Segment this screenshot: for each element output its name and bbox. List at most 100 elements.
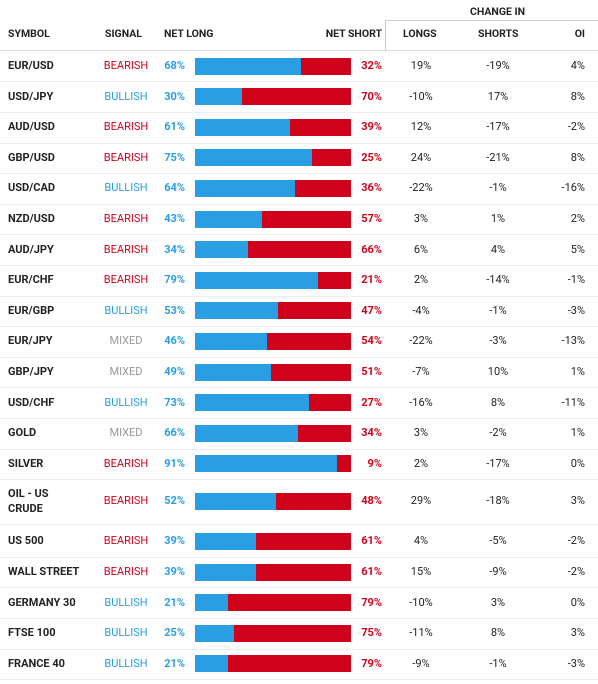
net-long-bar bbox=[195, 332, 267, 350]
signal: BEARISH bbox=[103, 565, 149, 578]
net-long-bar bbox=[195, 179, 295, 197]
longs-change: 29% bbox=[410, 494, 432, 508]
signal: BEARISH bbox=[103, 273, 149, 287]
net-long-pct: 75% bbox=[164, 150, 185, 164]
net-short-bar bbox=[312, 149, 351, 167]
net-long-pct: 21% bbox=[164, 595, 185, 609]
net-long-bar bbox=[195, 210, 263, 228]
net-short-pct: 32% bbox=[361, 59, 382, 72]
symbol: EUR/JPY bbox=[8, 334, 53, 348]
net-long-pct: 30% bbox=[164, 89, 185, 103]
row-separator bbox=[0, 648, 598, 650]
signal: BULLISH bbox=[104, 303, 148, 317]
net-long-bar bbox=[195, 363, 272, 381]
signal: BULLISH bbox=[104, 595, 148, 609]
row-separator bbox=[0, 556, 598, 558]
symbol: NZD/USD bbox=[8, 212, 55, 225]
net-short-bar bbox=[318, 271, 351, 289]
net-long-pct: 43% bbox=[164, 212, 185, 225]
net-long-bar bbox=[195, 88, 242, 106]
symbol: SILVER bbox=[8, 456, 44, 470]
symbol: FRANCE 40 bbox=[8, 656, 65, 670]
longs-change: -22% bbox=[409, 334, 433, 348]
symbol: WALL STREET bbox=[8, 565, 80, 578]
symbol: EUR/CHF bbox=[8, 273, 54, 287]
net-long-pct: 46% bbox=[164, 334, 185, 348]
symbol: USD/JPY bbox=[8, 89, 54, 103]
net-long-bar bbox=[195, 594, 228, 612]
shorts-change: -19% bbox=[486, 59, 510, 72]
net-short-bar bbox=[301, 57, 351, 75]
longs-change: 6% bbox=[413, 242, 429, 256]
shorts-change: -9% bbox=[489, 565, 507, 578]
net-short-pct: 27% bbox=[361, 395, 382, 409]
oi-change: -16% bbox=[561, 181, 585, 195]
net-long-bar bbox=[195, 118, 291, 136]
oi-change: -1% bbox=[567, 273, 585, 287]
net-short-pct: 39% bbox=[361, 120, 382, 134]
net-long-bar bbox=[195, 271, 319, 289]
net-short-bar bbox=[271, 363, 351, 381]
shorts-change: 8% bbox=[490, 395, 506, 409]
net-short-pct: 57% bbox=[361, 212, 382, 225]
row-separator bbox=[0, 173, 598, 175]
net-short-bar bbox=[294, 179, 351, 197]
header-longs: LONGS bbox=[403, 27, 437, 40]
net-short-bar bbox=[234, 624, 351, 642]
shorts-change: -14% bbox=[486, 273, 510, 287]
signal: BULLISH bbox=[104, 181, 148, 195]
net-short-bar bbox=[297, 424, 351, 442]
signal: BULLISH bbox=[104, 626, 148, 640]
longs-change: 19% bbox=[410, 59, 432, 72]
shorts-change: -1% bbox=[489, 181, 507, 195]
oi-change: 1% bbox=[570, 365, 585, 378]
net-long-pct: 53% bbox=[164, 303, 185, 317]
row-separator bbox=[0, 479, 598, 481]
symbol: OIL - US CRUDE bbox=[8, 487, 49, 516]
shorts-change: 17% bbox=[487, 89, 509, 103]
shorts-change: 4% bbox=[490, 242, 506, 256]
row-separator bbox=[0, 203, 598, 205]
net-long-bar bbox=[195, 563, 256, 581]
row-separator bbox=[0, 387, 598, 389]
longs-change: -10% bbox=[409, 595, 433, 609]
shorts-change: 3% bbox=[490, 595, 506, 609]
net-short-pct: 61% bbox=[361, 534, 382, 548]
shorts-change: -1% bbox=[489, 656, 507, 670]
oi-change: 2% bbox=[570, 212, 585, 225]
longs-change: 3% bbox=[413, 426, 429, 440]
signal: MIXED bbox=[109, 365, 143, 378]
header-net-long: NET LONG bbox=[164, 27, 214, 40]
header-change-in: CHANGE IN bbox=[470, 5, 525, 18]
signal: BEARISH bbox=[103, 120, 149, 134]
longs-change: -16% bbox=[409, 395, 433, 409]
header-divider bbox=[385, 20, 386, 50]
net-long-pct: 68% bbox=[164, 59, 185, 72]
oi-change: -13% bbox=[561, 334, 585, 348]
header-symbol: SYMBOL bbox=[8, 27, 50, 40]
oi-change: 8% bbox=[570, 89, 585, 103]
net-long-pct: 73% bbox=[164, 395, 185, 409]
shorts-change: -2% bbox=[489, 426, 507, 440]
shorts-change: 10% bbox=[487, 365, 509, 378]
row-separator bbox=[0, 111, 598, 113]
symbol: FTSE 100 bbox=[8, 626, 56, 640]
net-short-bar bbox=[276, 492, 351, 510]
net-short-pct: 70% bbox=[361, 89, 382, 103]
symbol: US 500 bbox=[8, 534, 44, 548]
longs-change: -22% bbox=[409, 181, 433, 195]
net-short-bar bbox=[255, 532, 351, 550]
symbol: EUR/GBP bbox=[8, 303, 55, 317]
row-separator bbox=[0, 523, 598, 525]
longs-change: 15% bbox=[410, 565, 432, 578]
row-separator bbox=[0, 81, 598, 83]
net-long-bar bbox=[195, 455, 337, 473]
net-short-pct: 48% bbox=[361, 494, 382, 508]
symbol: GBP/JPY bbox=[8, 365, 54, 378]
oi-change: -3% bbox=[567, 303, 585, 317]
net-short-pct: 9% bbox=[367, 456, 382, 470]
longs-change: -4% bbox=[412, 303, 430, 317]
longs-change: -10% bbox=[409, 89, 433, 103]
oi-change: 5% bbox=[570, 242, 585, 256]
symbol: GERMANY 30 bbox=[8, 595, 76, 609]
